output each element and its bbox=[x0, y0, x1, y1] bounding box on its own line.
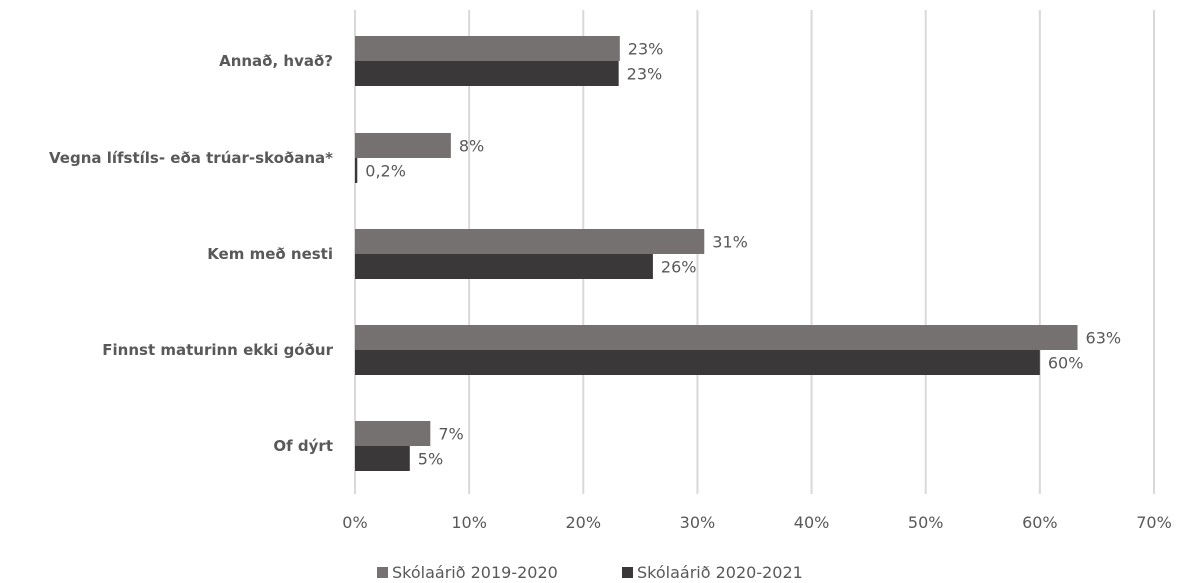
legend-label-2: Skólaárið 2020-2021 bbox=[637, 563, 803, 582]
category-labels: Annað, hvað? Vegna lífstíls- eða trúar-sk… bbox=[49, 52, 334, 455]
bar-series-1 bbox=[355, 36, 620, 61]
bar-series-2 bbox=[355, 446, 410, 471]
category-label: Of dýrt bbox=[273, 437, 333, 455]
x-tick-label: 40% bbox=[794, 513, 830, 532]
legend-swatch-1 bbox=[377, 567, 388, 578]
x-tick-label: 50% bbox=[908, 513, 944, 532]
x-tick-label: 70% bbox=[1136, 513, 1172, 532]
data-labels: 23% 23% 8% 0,2% 31% 26% 63%60% 7% 5% bbox=[365, 40, 1121, 469]
data-label: 23% bbox=[627, 65, 663, 84]
x-tick-label: 60% bbox=[1022, 513, 1058, 532]
x-tick-label: 0% bbox=[342, 513, 367, 532]
bar-series-1 bbox=[355, 421, 431, 446]
data-label: 23% bbox=[628, 40, 664, 59]
legend-swatch-2 bbox=[622, 567, 633, 578]
bars bbox=[355, 36, 1078, 471]
bar-series-1 bbox=[355, 133, 451, 158]
category-label: Annað, hvað? bbox=[219, 52, 333, 70]
bar-series-2 bbox=[355, 158, 358, 183]
data-label: 26% bbox=[661, 258, 697, 277]
data-label: 0,2% bbox=[365, 162, 406, 181]
legend-label-1: Skólaárið 2019-2020 bbox=[392, 563, 558, 582]
bar-series-2 bbox=[355, 350, 1040, 375]
legend: Skólaárið 2019-2020 Skólaárið 2020-2021 bbox=[377, 563, 803, 582]
bar-series-1 bbox=[355, 229, 705, 254]
x-tick-label: 30% bbox=[680, 513, 716, 532]
data-label: 63% bbox=[1086, 329, 1122, 348]
x-tick-label: 10% bbox=[451, 513, 487, 532]
bar-series-2 bbox=[355, 254, 653, 279]
x-axis-tick-labels: 0% 10% 20% 30% 40% 50% 60% 70% bbox=[342, 513, 1171, 532]
bar-series-2 bbox=[355, 61, 619, 86]
data-label: 7% bbox=[438, 425, 463, 444]
x-tick-label: 20% bbox=[566, 513, 602, 532]
bar-series-1 bbox=[355, 325, 1078, 350]
data-label: 8% bbox=[459, 137, 484, 156]
data-label: 60% bbox=[1048, 354, 1084, 373]
data-label: 31% bbox=[712, 233, 748, 252]
data-label: 5% bbox=[418, 450, 443, 469]
category-label: Finnst maturinn ekki góður bbox=[102, 341, 333, 359]
category-label: Kem með nesti bbox=[207, 245, 333, 263]
category-label: Vegna lífstíls- eða trúar-skoðana* bbox=[49, 149, 333, 167]
